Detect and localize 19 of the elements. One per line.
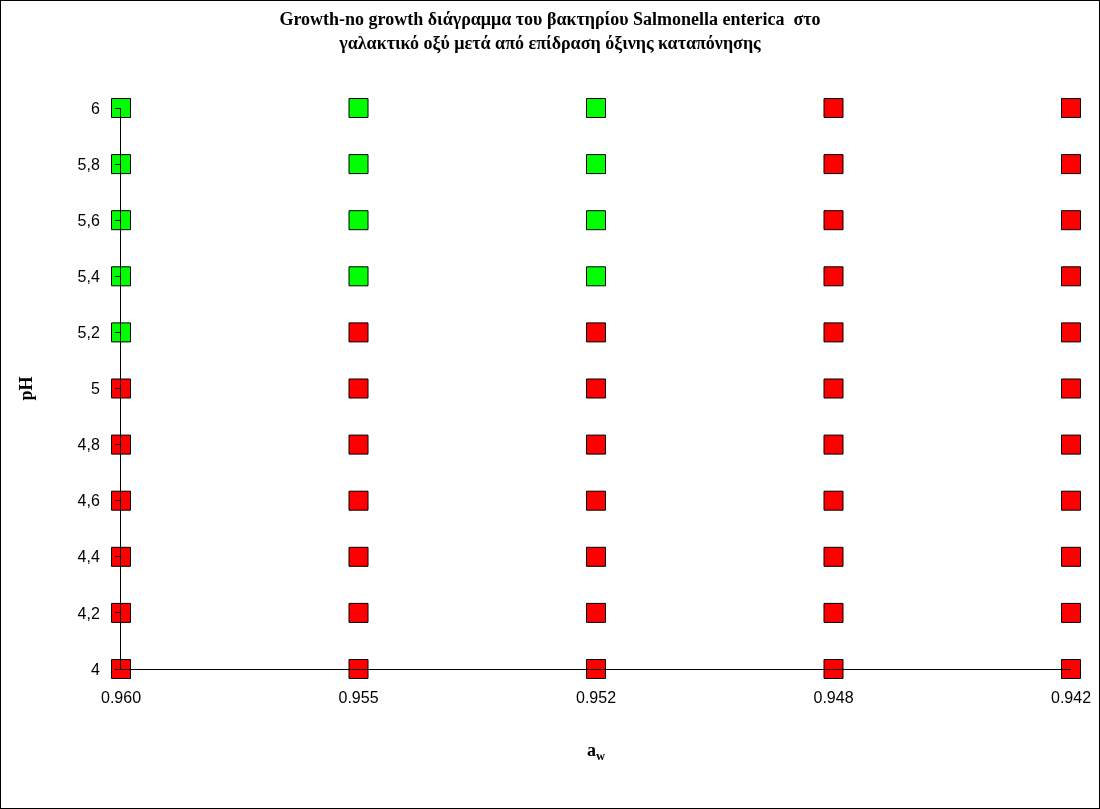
y-tick-label: 5,2: [77, 324, 100, 341]
y-axis-title: pH: [15, 376, 36, 401]
x-tick-label: 0.948: [813, 689, 854, 707]
y-tick-label: 6: [90, 99, 100, 117]
x-tick-label: 0.955: [338, 689, 379, 707]
y-tick-label: 4,2: [77, 604, 100, 622]
y-tick-label: 5,8: [77, 155, 100, 173]
y-tick-label: 4,6: [77, 492, 100, 510]
y-tick-label: 5: [90, 380, 100, 398]
x-axis-title: a$_{w}$: [586, 740, 606, 764]
y-tick-label: 4,4: [77, 548, 100, 566]
x-tick-label: 0.952: [575, 689, 617, 707]
y-tick-label: 5,6: [77, 211, 100, 229]
chart-title: Growth-no growth διάγραμμα του βακτηρίου Salmonella enterica στο γαλακτικό οξύ μετά από επίδραση όξινης καταπόνησης: [279, 9, 821, 54]
y-tick-label: 4: [90, 660, 100, 678]
x-tick-label: 0.960: [100, 689, 142, 707]
y-tick-label: 5,4: [77, 267, 100, 285]
x-tick-label: 0.942: [1050, 689, 1092, 707]
y-tick-label: 4,8: [77, 436, 100, 454]
